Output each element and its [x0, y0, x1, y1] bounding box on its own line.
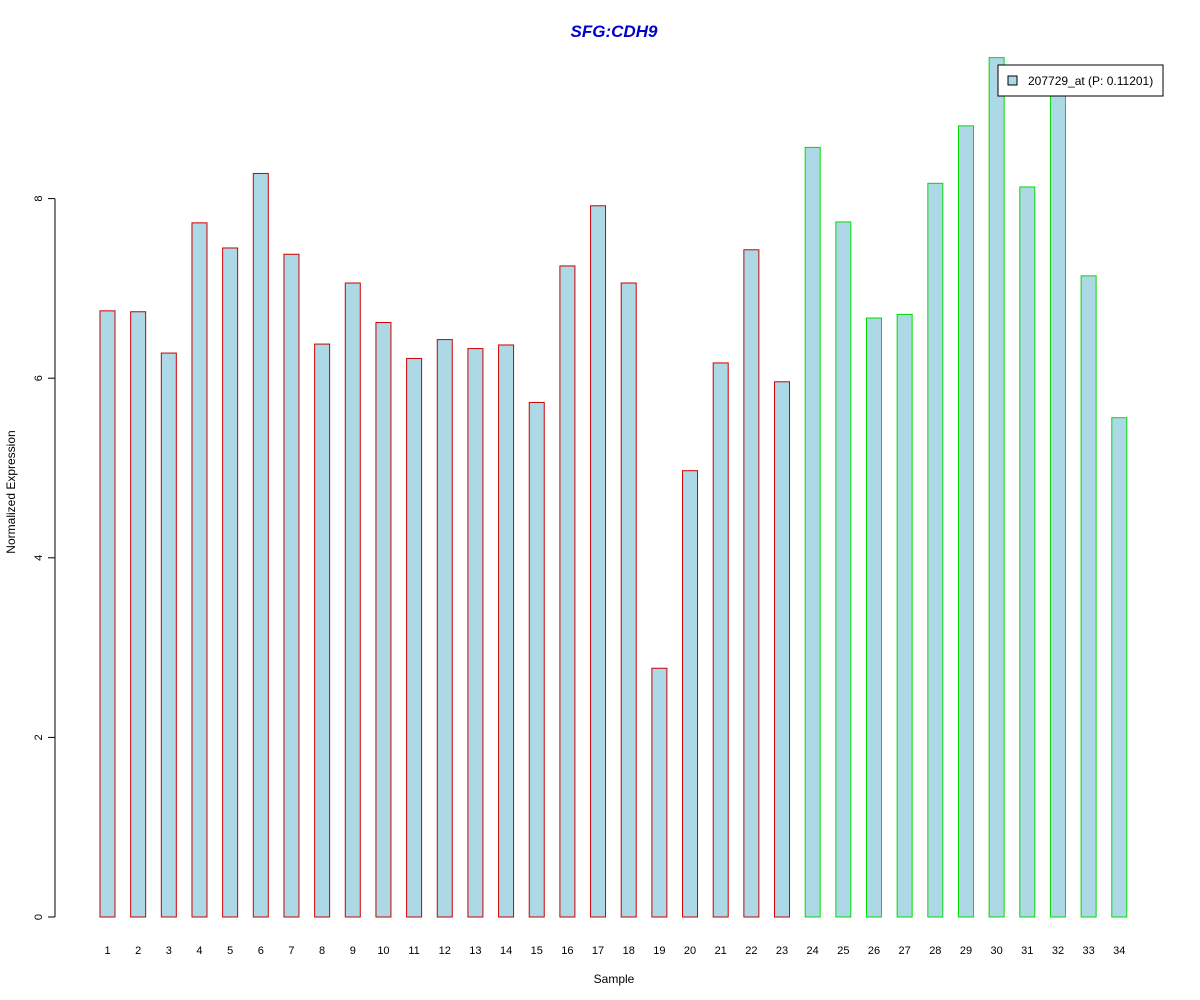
- y-tick-label: 4: [33, 555, 45, 561]
- bar: [1049, 81, 1066, 918]
- bar: [835, 221, 852, 918]
- bar: [774, 381, 791, 918]
- x-tick-label: 17: [592, 945, 604, 957]
- x-axis-label: Sample: [594, 972, 635, 986]
- x-tick-label: 20: [684, 945, 696, 957]
- bar: [743, 249, 760, 918]
- x-tick-label: 18: [623, 945, 635, 957]
- x-tick-label: 29: [960, 945, 972, 957]
- x-tick-label: 7: [288, 945, 294, 957]
- bar: [957, 125, 974, 918]
- x-tick-label: 25: [837, 945, 849, 957]
- bar: [160, 352, 177, 918]
- bar: [1111, 417, 1128, 918]
- x-tick-label: 28: [929, 945, 941, 957]
- x-tick-label: 21: [715, 945, 727, 957]
- x-tick-label: 11: [408, 945, 419, 957]
- x-tick-label: 10: [377, 945, 389, 957]
- bar: [590, 205, 607, 918]
- bar: [1019, 186, 1036, 918]
- x-tick-label: 19: [653, 945, 665, 957]
- x-tick-label: 31: [1021, 945, 1033, 957]
- bar: [498, 344, 515, 918]
- bar: [191, 222, 208, 918]
- bar: [375, 322, 392, 918]
- legend-box: [997, 64, 1164, 97]
- bar: [682, 470, 699, 918]
- bar: [252, 172, 269, 918]
- legend-label: 207729_at (P: 0.11201): [1028, 74, 1153, 88]
- y-tick-label: 6: [33, 375, 45, 381]
- bar: [712, 362, 729, 918]
- y-axis: 0 2 4 6 8: [33, 196, 56, 920]
- bar: [406, 357, 423, 918]
- x-tick-label: 32: [1052, 945, 1064, 957]
- x-tick-label: 34: [1113, 945, 1125, 957]
- x-tick-label: 6: [258, 945, 264, 957]
- x-tick-label: 13: [469, 945, 481, 957]
- legend: 207729_at (P: 0.11201): [997, 64, 1164, 97]
- x-tick-label: 4: [196, 945, 202, 957]
- bar: [866, 317, 882, 918]
- bar: [651, 667, 668, 918]
- x-tick-label: 5: [227, 945, 233, 957]
- y-tick-label: 0: [33, 914, 45, 920]
- x-tick-label: 26: [868, 945, 880, 957]
- x-tick-labels: 1 2 3 4 5 6 7 8 9 10 11 12 13 14 15 16 17 18 19 20 21 22 23 24 2…: [104, 945, 1125, 957]
- bar: [528, 401, 545, 918]
- x-tick-label: 15: [531, 945, 543, 957]
- bar: [436, 339, 453, 918]
- chart-title: SFG:CDH9: [571, 22, 658, 41]
- x-tick-label: 8: [319, 945, 325, 957]
- bar: [222, 247, 239, 918]
- bar: [896, 313, 913, 918]
- bar: [620, 282, 637, 918]
- x-tick-label: 33: [1082, 945, 1094, 957]
- x-tick-label: 27: [899, 945, 911, 957]
- x-tick-label: 30: [991, 945, 1003, 957]
- bar: [559, 265, 576, 918]
- bar: [314, 343, 331, 918]
- bar: [130, 311, 147, 918]
- y-axis-label: Normalized Expression: [4, 430, 18, 553]
- x-tick-label: 9: [350, 945, 356, 957]
- bar: [99, 310, 116, 918]
- x-tick-label: 12: [439, 945, 451, 957]
- y-tick-label: 2: [33, 734, 45, 740]
- x-tick-label: 3: [166, 945, 172, 957]
- x-tick-label: 23: [776, 945, 788, 957]
- bar: [1080, 275, 1097, 918]
- bar: [927, 182, 944, 918]
- x-tick-label: 16: [561, 945, 573, 957]
- y-tick-label: 8: [33, 196, 45, 202]
- bar: [344, 282, 361, 918]
- x-tick-label: 2: [135, 945, 141, 957]
- bar: [467, 348, 484, 918]
- x-tick-label: 1: [104, 945, 110, 957]
- legend-swatch: [1007, 75, 1018, 86]
- bars: [99, 57, 1128, 918]
- x-tick-label: 22: [745, 945, 757, 957]
- bar: [283, 253, 300, 918]
- x-tick-label: 24: [807, 945, 819, 957]
- bar: [988, 57, 1005, 918]
- bar: [804, 146, 821, 918]
- x-tick-label: 14: [500, 945, 512, 957]
